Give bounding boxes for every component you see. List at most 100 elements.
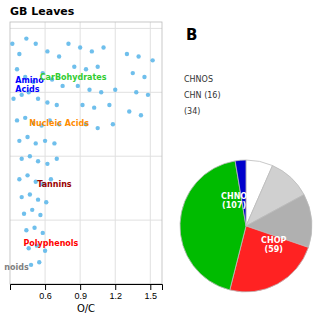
title: GB Leaves	[10, 5, 75, 18]
x-tick-label: 0.9	[74, 291, 87, 301]
text-line: noids	[4, 263, 29, 272]
grid-line	[10, 156, 162, 157]
text-line: CHOP	[261, 236, 286, 245]
point	[142, 75, 146, 79]
point	[29, 263, 33, 267]
point	[34, 141, 38, 145]
point	[28, 154, 32, 158]
point	[95, 126, 99, 130]
x-tick: 0.9	[74, 284, 87, 301]
point	[127, 109, 131, 113]
point	[76, 84, 80, 88]
point	[111, 122, 115, 126]
grid-line	[80, 22, 81, 284]
point	[17, 52, 21, 56]
slices	[180, 160, 312, 292]
x-tick: 0.6	[39, 284, 52, 301]
point	[23, 116, 27, 120]
point	[55, 103, 59, 107]
x-tick: 1.2	[109, 284, 122, 301]
text-line: (107)	[222, 201, 246, 210]
point	[139, 113, 143, 117]
point	[95, 65, 99, 69]
x-tick-label: 0.6	[39, 291, 52, 301]
point	[107, 103, 111, 107]
text-line: Tannins	[37, 180, 72, 189]
point	[99, 90, 103, 94]
x-axis: 0.6 0.9 1.2 1.5	[11, 284, 163, 301]
text-line: CHNO	[221, 192, 247, 201]
point	[24, 228, 28, 232]
annotation: Tannins	[37, 180, 72, 189]
chart: 0.60.91.21.5O/CGB LeavesAminoAcidsCarBoh…	[0, 0, 320, 320]
text-line: (59)	[264, 245, 282, 254]
point	[92, 105, 96, 109]
points	[10, 36, 155, 267]
point	[80, 103, 84, 107]
point	[44, 200, 48, 204]
text-line: CarBohydrates	[40, 73, 107, 82]
point	[84, 67, 88, 71]
scatter-panel: 0.6 0.9 1.2 1.5	[10, 22, 163, 301]
point	[78, 45, 82, 49]
annotation: Polyphenols	[23, 239, 78, 248]
text-line: Acids	[15, 85, 39, 94]
point	[45, 100, 49, 104]
annotation: CHN (16)	[184, 91, 221, 100]
x-tick-mark	[45, 284, 46, 290]
x-tick-mark	[115, 284, 116, 290]
title: B	[186, 26, 197, 44]
x-tick-mark	[80, 284, 81, 290]
point	[30, 208, 34, 212]
annotation: Nucleic Acids	[29, 119, 89, 128]
annotation: (34)	[184, 107, 200, 116]
x-tick-label: 1.5	[145, 291, 158, 301]
point	[19, 157, 23, 161]
point	[43, 139, 47, 143]
point	[101, 45, 105, 49]
point	[25, 135, 29, 139]
point	[131, 71, 135, 75]
grid-line	[10, 28, 162, 29]
point	[10, 42, 14, 46]
point	[90, 49, 94, 53]
x-axis-line	[11, 285, 163, 291]
point	[36, 197, 40, 201]
annotation: CHNOS	[184, 75, 213, 84]
text-line: Polyphenols	[23, 239, 78, 248]
point	[32, 226, 36, 230]
x-axis-title: O/C	[77, 303, 95, 314]
point	[43, 249, 47, 253]
point	[72, 65, 76, 69]
point	[38, 213, 42, 217]
point	[52, 141, 56, 145]
point	[36, 96, 40, 100]
point	[24, 36, 28, 40]
pie-panel	[180, 160, 312, 292]
point	[22, 212, 26, 216]
point	[34, 42, 38, 46]
x-tick-label: 1.2	[109, 291, 122, 301]
grid-line	[115, 22, 116, 284]
point	[17, 177, 21, 181]
grid-line	[10, 220, 162, 221]
point	[19, 195, 23, 199]
point	[113, 88, 117, 92]
annotation: CHOP(59)	[261, 236, 286, 254]
point	[37, 260, 41, 264]
annotation: CHNO(107)	[221, 192, 247, 210]
point	[136, 54, 140, 58]
point	[150, 58, 154, 62]
point	[55, 157, 59, 161]
point	[45, 49, 49, 53]
point	[134, 90, 138, 94]
point	[11, 96, 15, 100]
plot-frame	[10, 22, 162, 284]
point	[87, 88, 91, 92]
point	[41, 231, 45, 235]
point	[146, 93, 150, 97]
grid	[10, 22, 162, 284]
point	[17, 139, 21, 143]
point	[66, 42, 70, 46]
grid-line	[150, 22, 151, 284]
